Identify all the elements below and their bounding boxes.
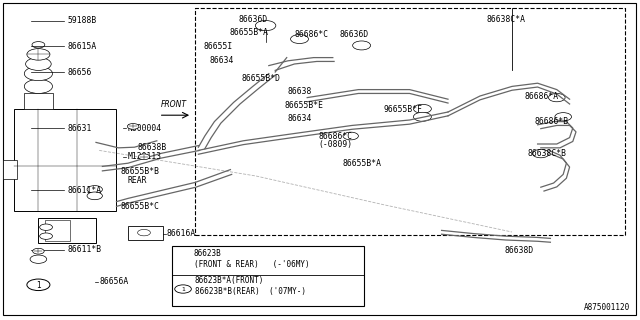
Text: 86616A: 86616A (166, 229, 196, 238)
Circle shape (343, 132, 358, 140)
Text: 86655B*E: 86655B*E (285, 101, 324, 110)
Text: 86638C*B: 86638C*B (528, 149, 567, 158)
Text: 86655B*D: 86655B*D (242, 74, 281, 83)
Text: M120113: M120113 (128, 152, 162, 161)
Bar (45, 220, 70, 241)
Text: 86611*B: 86611*B (67, 245, 101, 254)
Text: 86655B*A: 86655B*A (342, 159, 381, 168)
Text: FRONT: FRONT (161, 100, 187, 109)
Circle shape (138, 154, 150, 160)
Bar (3, 160, 17, 179)
Circle shape (413, 104, 431, 113)
Bar (14, 109, 116, 211)
Text: 86611*A: 86611*A (67, 186, 101, 195)
Text: 86623B*A(FRONT): 86623B*A(FRONT) (195, 276, 264, 285)
Text: 86655B*B: 86655B*B (120, 167, 159, 176)
Bar (24, 93, 53, 109)
Text: 86686*C: 86686*C (319, 132, 353, 140)
Text: 86655B*A: 86655B*A (229, 28, 268, 36)
Circle shape (87, 192, 102, 200)
Circle shape (30, 255, 47, 263)
Circle shape (353, 41, 371, 50)
Text: 86636D: 86636D (238, 15, 268, 24)
Text: 86656A: 86656A (99, 277, 129, 286)
Bar (172, 246, 364, 306)
Bar (128, 226, 163, 240)
Circle shape (24, 67, 52, 81)
Text: (-0809): (-0809) (319, 140, 353, 149)
Text: 86686*C: 86686*C (294, 30, 328, 39)
Text: 86636D: 86636D (339, 30, 369, 39)
Text: 86686*B: 86686*B (534, 117, 568, 126)
Circle shape (26, 58, 51, 70)
Text: 86656: 86656 (67, 68, 92, 76)
Circle shape (291, 35, 308, 44)
Text: 86638D: 86638D (504, 246, 534, 255)
Circle shape (40, 224, 52, 230)
Text: 1: 1 (181, 286, 185, 292)
Circle shape (27, 49, 50, 60)
Text: 86623B*B(REAR)  ('07MY-): 86623B*B(REAR) ('07MY-) (195, 287, 305, 296)
Text: (FRONT & REAR)   (-'06MY): (FRONT & REAR) (-'06MY) (194, 260, 310, 269)
Circle shape (138, 229, 150, 236)
Text: 86623B: 86623B (194, 249, 221, 258)
Text: N600004: N600004 (128, 124, 162, 132)
Circle shape (555, 113, 572, 121)
Text: 86638B: 86638B (138, 143, 167, 152)
Text: 86655I: 86655I (204, 42, 233, 51)
Text: 1: 1 (36, 281, 41, 290)
Text: 59188B: 59188B (67, 16, 97, 25)
Text: 86615A: 86615A (67, 42, 97, 51)
Text: 86638: 86638 (288, 87, 312, 96)
Text: 86634: 86634 (210, 56, 234, 65)
Circle shape (127, 124, 139, 129)
Circle shape (32, 42, 45, 48)
Text: 86631: 86631 (67, 124, 92, 132)
Circle shape (33, 248, 44, 254)
Text: REAR: REAR (128, 176, 147, 185)
Circle shape (87, 186, 102, 193)
Circle shape (255, 20, 276, 31)
Circle shape (548, 93, 565, 102)
Text: A875001120: A875001120 (584, 303, 630, 312)
Circle shape (175, 285, 191, 293)
Circle shape (532, 149, 549, 158)
Text: 86686*A: 86686*A (525, 92, 559, 100)
Circle shape (413, 112, 431, 121)
Bar (38, 218, 96, 243)
Text: 86638C*A: 86638C*A (486, 15, 525, 24)
Text: 96655B*F: 96655B*F (384, 105, 423, 114)
Circle shape (24, 79, 52, 93)
Circle shape (27, 279, 50, 291)
Circle shape (40, 233, 52, 239)
Bar (195, 8, 625, 235)
Text: 86655B*C: 86655B*C (120, 202, 159, 211)
Text: 86634: 86634 (288, 114, 312, 123)
